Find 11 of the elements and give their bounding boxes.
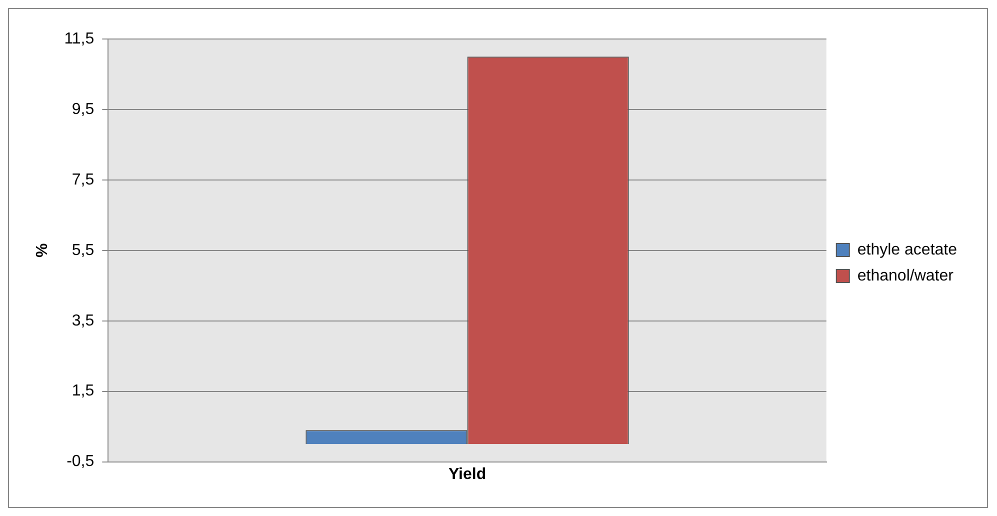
legend-label: ethyle acetate [857, 241, 958, 258]
y-tick-label: -0,5 [66, 453, 94, 470]
y-tick-label: 5,5 [72, 242, 94, 259]
y-axis-title: % [34, 243, 52, 258]
y-tick-label: 11,5 [64, 30, 94, 48]
y-tick-label: 3,5 [72, 312, 94, 330]
y-tick-label: 7,5 [72, 171, 94, 188]
y-tick-label: 1,5 [72, 382, 94, 400]
x-tick-label: Yield [448, 466, 486, 483]
legend-label: ethanol/water [857, 267, 954, 284]
y-tick-label: 9,5 [72, 100, 94, 118]
